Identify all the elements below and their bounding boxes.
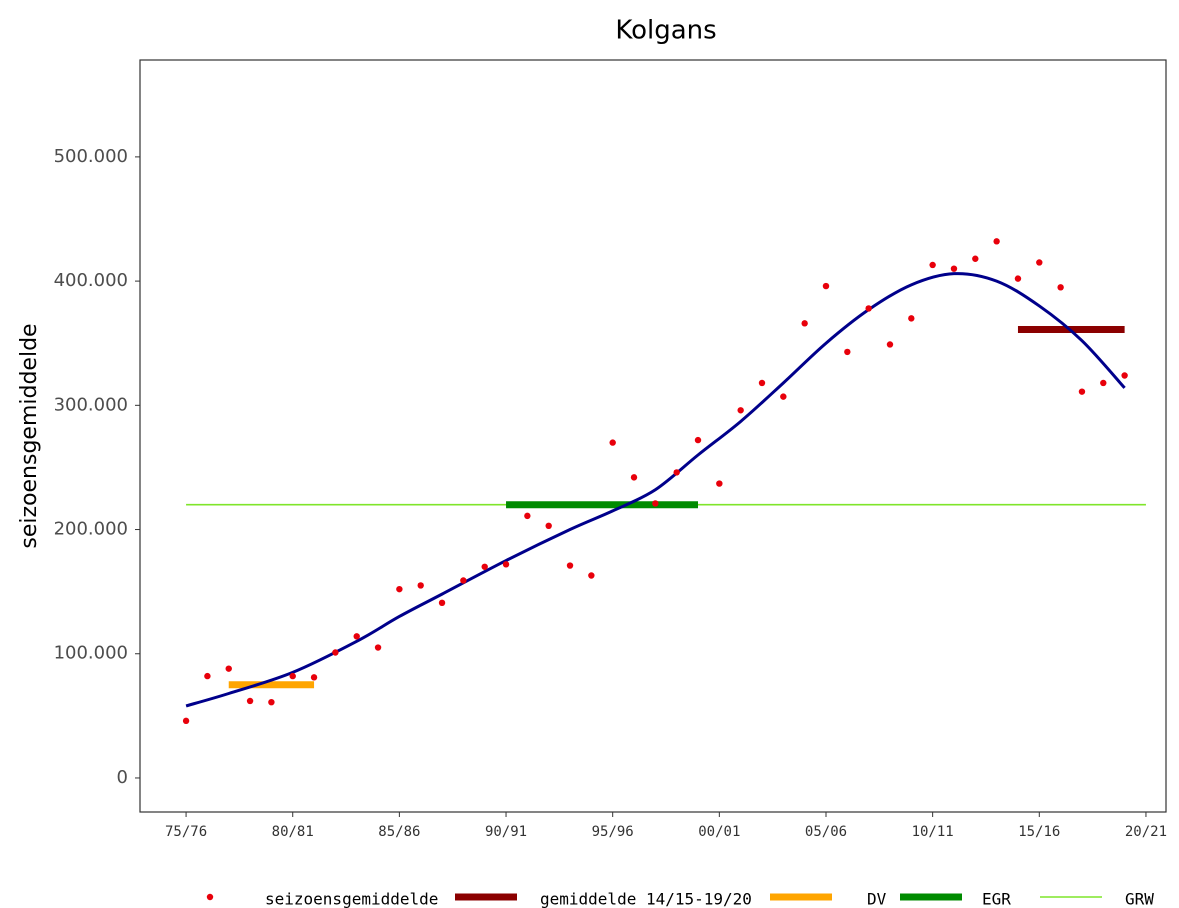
data-point bbox=[737, 407, 744, 414]
x-tick-label: 75/76 bbox=[165, 824, 207, 840]
data-point bbox=[822, 282, 830, 290]
data-point bbox=[758, 379, 766, 387]
legend-label: DV bbox=[867, 890, 887, 908]
y-tick-label: 400.000 bbox=[54, 270, 128, 291]
data-point bbox=[396, 585, 403, 593]
data-point bbox=[566, 562, 574, 569]
legend-label: GRW bbox=[1125, 890, 1154, 908]
data-point bbox=[865, 305, 872, 312]
data-point bbox=[609, 439, 616, 446]
y-tick-label: 500.000 bbox=[54, 146, 128, 167]
y-tick-label: 0 bbox=[117, 767, 128, 788]
x-tick-label: 05/06 bbox=[805, 824, 847, 840]
data-point bbox=[332, 649, 339, 656]
data-point bbox=[801, 320, 808, 327]
data-point bbox=[502, 561, 510, 568]
y-tick-label: 300.000 bbox=[54, 394, 128, 415]
data-point bbox=[673, 469, 680, 476]
legend-label: seizoensgemiddelde bbox=[265, 890, 438, 908]
data-point bbox=[993, 238, 1000, 245]
data-point bbox=[225, 665, 232, 672]
y-axis-title: seizoensgemiddelde bbox=[17, 323, 42, 548]
x-tick-label: 85/86 bbox=[378, 824, 420, 840]
data-point bbox=[481, 563, 488, 570]
data-point bbox=[289, 672, 296, 680]
y-tick-label: 200.000 bbox=[54, 519, 128, 540]
legend-swatch bbox=[206, 893, 214, 901]
data-point bbox=[204, 672, 211, 680]
x-tick-label: 90/91 bbox=[485, 824, 527, 840]
data-point bbox=[630, 474, 638, 481]
data-point bbox=[844, 348, 851, 356]
y-tick-label: 100.000 bbox=[54, 643, 128, 664]
data-point bbox=[460, 577, 467, 584]
data-point bbox=[268, 698, 275, 706]
x-tick-label: 00/01 bbox=[698, 824, 740, 840]
data-point bbox=[417, 582, 424, 589]
data-point bbox=[1078, 388, 1086, 395]
panel-border bbox=[139, 59, 1167, 813]
x-tick-label: 15/16 bbox=[1018, 824, 1060, 840]
x-tick-label: 10/11 bbox=[912, 824, 954, 840]
data-point bbox=[374, 644, 382, 651]
x-tick-label: 95/96 bbox=[592, 824, 634, 840]
data-point bbox=[1014, 275, 1022, 282]
trend-line bbox=[185, 272, 1126, 708]
data-point bbox=[886, 341, 894, 348]
data-point bbox=[1100, 379, 1107, 387]
chart-title: Kolgans bbox=[615, 16, 716, 46]
data-point bbox=[929, 261, 936, 269]
data-point bbox=[972, 255, 979, 262]
data-point bbox=[524, 512, 531, 520]
data-point bbox=[1121, 372, 1128, 379]
legend-label: EGR bbox=[982, 890, 1011, 908]
data-point bbox=[545, 522, 552, 530]
data-point bbox=[908, 315, 915, 322]
data-point bbox=[353, 633, 360, 640]
data-point bbox=[438, 599, 446, 607]
data-point bbox=[182, 717, 190, 725]
data-point bbox=[652, 500, 659, 507]
data-point bbox=[310, 674, 318, 681]
data-point bbox=[950, 265, 958, 272]
data-point bbox=[716, 480, 723, 487]
data-point bbox=[588, 572, 595, 579]
data-point bbox=[1036, 259, 1043, 266]
data-point bbox=[246, 697, 254, 705]
data-point bbox=[1057, 284, 1064, 291]
data-point bbox=[694, 436, 702, 444]
legend-label: gemiddelde 14/15-19/20 bbox=[540, 890, 752, 908]
x-tick-label: 20/21 bbox=[1125, 824, 1167, 840]
x-tick-label: 80/81 bbox=[272, 824, 314, 840]
data-point bbox=[780, 393, 787, 400]
